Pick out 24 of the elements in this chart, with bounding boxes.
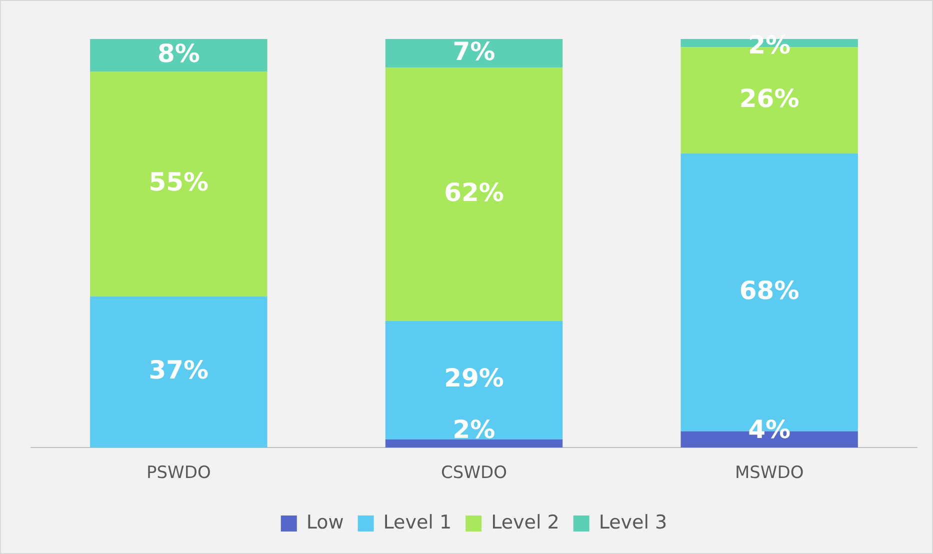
data-label: 2%	[748, 30, 791, 60]
bar	[385, 320, 563, 440]
data-label: 62%	[444, 178, 504, 207]
x-tick-label: CSWDO	[441, 463, 507, 484]
legend-label: Level 1	[383, 511, 452, 534]
bar	[90, 296, 268, 448]
bar	[385, 439, 563, 448]
data-label: 7%	[452, 36, 496, 66]
data-label: 37%	[148, 356, 209, 385]
bar	[90, 72, 268, 296]
data-label: 8%	[157, 38, 200, 68]
x-tick-label: MSWDO	[734, 463, 804, 484]
data-label: 2%	[452, 415, 496, 444]
legend-label: Level 3	[598, 511, 668, 534]
x-tick-label: PSWDO	[146, 463, 211, 484]
legend-label: Level 2	[491, 511, 560, 534]
bar	[385, 39, 563, 68]
legend-label: Low	[306, 511, 344, 534]
data-label: 55%	[148, 168, 209, 197]
data-label: 26%	[739, 84, 800, 113]
data-label: 68%	[739, 276, 800, 305]
bar	[385, 68, 563, 321]
bar	[90, 39, 268, 72]
data-label: 29%	[444, 364, 504, 393]
